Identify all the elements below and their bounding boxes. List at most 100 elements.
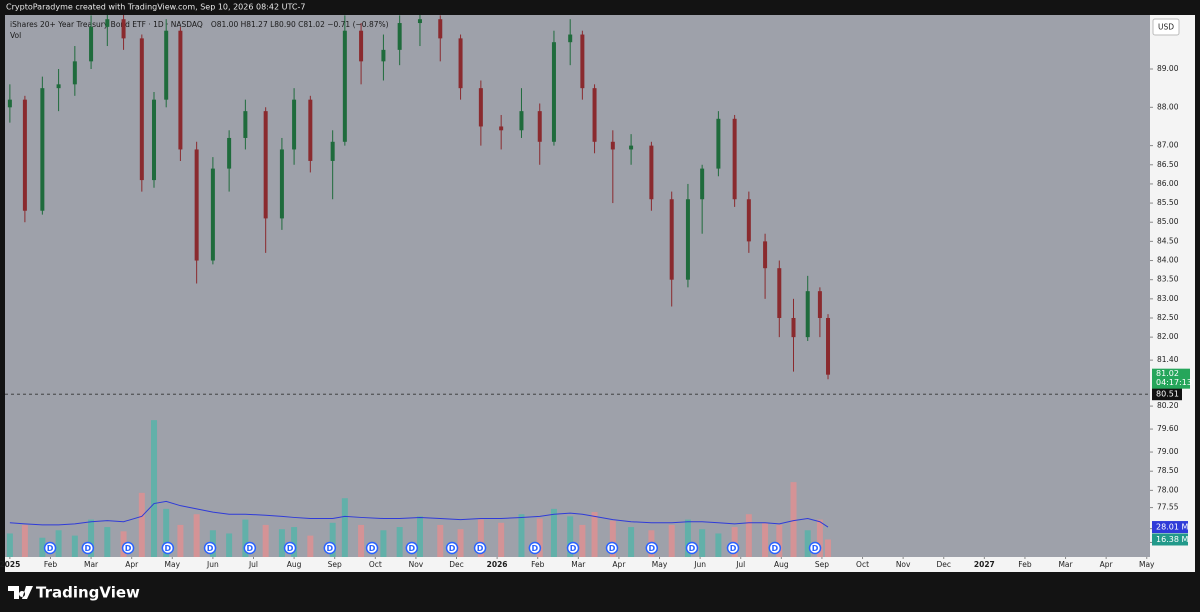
volume-bar bbox=[684, 519, 691, 557]
last-price-box bbox=[1152, 368, 1190, 389]
candle-body bbox=[580, 34, 585, 89]
dividend-label: D bbox=[449, 544, 456, 553]
brand-logo bbox=[8, 586, 33, 599]
dividend-marker bbox=[808, 541, 822, 555]
volume-bar bbox=[329, 522, 336, 557]
volume-bar bbox=[825, 539, 832, 557]
dividend-marker bbox=[243, 541, 257, 555]
candle-body bbox=[499, 126, 504, 131]
volume-bar bbox=[609, 520, 616, 557]
volume-bar bbox=[437, 524, 444, 557]
candle-body bbox=[72, 61, 77, 85]
x-tick-label: Apr bbox=[125, 560, 139, 569]
candle-body bbox=[22, 99, 27, 211]
y-tick-label: 79.00 bbox=[1157, 447, 1179, 456]
candle-body bbox=[417, 19, 422, 24]
y-tick-label: 84.50 bbox=[1157, 236, 1179, 245]
x-tick-label: Dec bbox=[936, 560, 951, 569]
candle-body bbox=[746, 199, 751, 242]
dividend-label: D bbox=[689, 544, 696, 553]
dividend-marker bbox=[726, 541, 740, 555]
x-tick-label: Jun bbox=[206, 560, 219, 569]
currency[interactable]: USD bbox=[1158, 23, 1174, 32]
volume-bar bbox=[579, 524, 586, 557]
y-tick-label: 78.50 bbox=[1157, 466, 1179, 475]
volume-bar bbox=[628, 527, 635, 557]
candle-body bbox=[826, 317, 831, 375]
y-tick-label: 86.00 bbox=[1157, 179, 1179, 188]
candle-body bbox=[89, 26, 94, 62]
x-tick-label: Aug bbox=[287, 560, 302, 569]
dividend-marker bbox=[161, 541, 175, 555]
volume-bar bbox=[380, 530, 387, 557]
dividend-label: D bbox=[327, 544, 334, 553]
candle-body bbox=[308, 99, 313, 161]
dividend-marker bbox=[605, 541, 619, 555]
dividend-label: D bbox=[409, 544, 416, 553]
volume-bar bbox=[151, 420, 158, 557]
volume-bar bbox=[416, 516, 423, 557]
x-tick-label: Nov bbox=[896, 560, 911, 569]
price-axis bbox=[1150, 15, 1195, 572]
volume-ma bbox=[9, 500, 829, 528]
candle-body bbox=[777, 268, 782, 318]
candle-body bbox=[342, 30, 347, 142]
candle-body bbox=[105, 19, 110, 27]
candle-body bbox=[152, 99, 157, 181]
volume-bar bbox=[776, 524, 783, 557]
candle-body bbox=[629, 145, 634, 150]
dividend-marker bbox=[528, 541, 542, 555]
candle-body bbox=[763, 241, 768, 269]
volume-bar bbox=[790, 482, 797, 557]
price-line-box bbox=[1152, 388, 1182, 401]
x-tick-label: Jul bbox=[248, 560, 258, 569]
volume-bar bbox=[55, 530, 62, 557]
volume-bar bbox=[21, 524, 28, 557]
countdown: 04:17:13 bbox=[1156, 378, 1192, 387]
volume-bar bbox=[762, 522, 769, 557]
dividend-marker bbox=[81, 541, 95, 555]
volume-bar bbox=[699, 529, 706, 557]
y-tick-label: 87.00 bbox=[1157, 141, 1179, 150]
last-price-label: 81.02 bbox=[1156, 369, 1179, 378]
candle-body bbox=[669, 199, 674, 280]
x-tick-label: 2027 bbox=[974, 560, 995, 569]
volume-bar bbox=[278, 529, 285, 557]
volume-bar bbox=[193, 514, 200, 557]
candle-body bbox=[732, 118, 737, 200]
x-tick-label: Aug bbox=[774, 560, 789, 569]
x-tick-label: Apr bbox=[1100, 560, 1114, 569]
y-tick-label: 88.00 bbox=[1157, 102, 1179, 111]
y-tick-label: 82.00 bbox=[1157, 332, 1179, 341]
y-tick-label: 85.00 bbox=[1157, 217, 1179, 226]
volume-bar bbox=[242, 519, 249, 557]
candle-body bbox=[568, 34, 573, 43]
candle-body bbox=[7, 99, 12, 108]
volume-bar bbox=[477, 519, 484, 557]
dividend-marker bbox=[685, 541, 699, 555]
volume-bar bbox=[358, 524, 365, 557]
dividend-marker bbox=[445, 541, 459, 555]
x-tick-label: Dec bbox=[449, 560, 464, 569]
volume-bar bbox=[550, 508, 557, 557]
dividend-label: D bbox=[532, 544, 539, 553]
x-tick-label: Oct bbox=[369, 560, 382, 569]
volume-legend: Vol bbox=[10, 31, 21, 40]
brand: TradingView bbox=[36, 584, 140, 602]
dividend-marker bbox=[566, 541, 580, 555]
y-tick-label: 86.50 bbox=[1157, 160, 1179, 169]
dividend-label: D bbox=[570, 544, 577, 553]
dividend-label: D bbox=[207, 544, 214, 553]
volume-box bbox=[1152, 533, 1188, 546]
candle-body bbox=[139, 38, 144, 181]
candle-body bbox=[121, 19, 126, 39]
candle-body bbox=[817, 291, 822, 318]
candle-body bbox=[551, 42, 556, 142]
dividend-marker bbox=[43, 541, 57, 555]
currency-box[interactable] bbox=[1152, 18, 1180, 36]
y-tick-label: 80.20 bbox=[1157, 401, 1179, 410]
x-tick-label: Mar bbox=[84, 560, 99, 569]
dividend-label: D bbox=[648, 544, 655, 553]
dividend-label: D bbox=[164, 544, 171, 553]
